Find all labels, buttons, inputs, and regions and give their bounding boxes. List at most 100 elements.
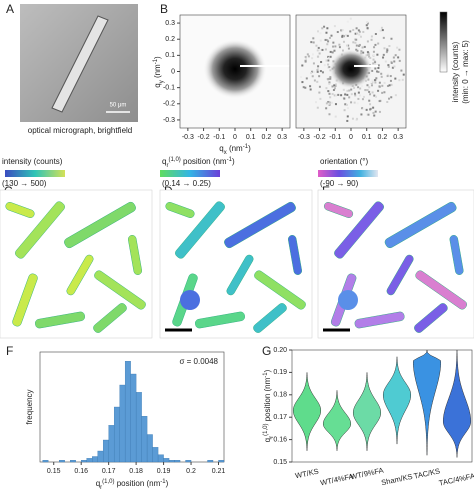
category-label: TAC/4%FA <box>438 471 474 487</box>
fiber <box>195 311 245 329</box>
category-label: TAC/KS <box>413 466 441 480</box>
noise-pixel <box>348 89 351 92</box>
label-part: (nm <box>153 64 162 80</box>
colorbar-range: (min: 0 → max: 5) <box>461 40 470 104</box>
noise-pixel <box>376 70 379 73</box>
label-part: ) <box>263 369 272 372</box>
histogram-bar <box>185 460 192 463</box>
y-tick-label: 0 <box>171 68 175 75</box>
noise-pixel <box>402 73 405 76</box>
x-tick-label: 0.2 <box>378 134 388 141</box>
noise-pixel <box>363 95 366 98</box>
noise-pixel <box>353 92 356 95</box>
noise-pixel <box>324 48 327 51</box>
histogram-bar <box>97 450 104 463</box>
y-tick-label: 0.20 <box>273 347 287 354</box>
noise-pixel <box>394 94 397 97</box>
label-part: position (nm <box>263 377 272 423</box>
label-part: q <box>153 83 162 87</box>
noise-pixel <box>368 99 371 102</box>
violin <box>292 372 322 452</box>
noise-pixel <box>332 88 335 91</box>
label-part: -1 <box>243 144 249 150</box>
noise-pixel <box>376 53 379 56</box>
noise-pixel <box>317 65 320 68</box>
panel-letter: G <box>262 344 271 358</box>
fiber <box>226 254 254 296</box>
noise-pixel <box>318 91 321 94</box>
label-part: y <box>159 80 165 83</box>
violin <box>412 349 442 456</box>
noise-pixel <box>326 27 329 30</box>
caption: optical micrograph, brightfield <box>28 126 133 135</box>
noise-pixel <box>354 38 357 41</box>
x-tick-label: 0.2 <box>262 134 272 141</box>
noise-pixel <box>387 65 390 68</box>
noise-pixel <box>329 96 332 99</box>
noise-pixel <box>313 79 316 82</box>
label-part: q <box>219 144 223 153</box>
noise-pixel <box>307 55 310 58</box>
fiber <box>165 202 195 218</box>
scatter-blob <box>203 39 267 99</box>
noise-pixel <box>352 41 355 44</box>
noise-pixel <box>367 113 370 116</box>
noise-pixel <box>382 53 385 56</box>
histogram-bar <box>108 425 115 463</box>
label-part: (1,0) <box>102 479 114 485</box>
noise-pixel <box>305 77 308 80</box>
noise-pixel <box>330 34 333 37</box>
label-part: (1,0) <box>168 157 180 163</box>
noise-pixel <box>331 85 334 88</box>
noise-pixel <box>391 66 394 69</box>
noise-pixel <box>378 81 381 84</box>
noise-pixel <box>388 97 391 100</box>
noise-pixel <box>400 69 403 72</box>
fiber <box>415 270 467 310</box>
noise-pixel <box>321 71 324 74</box>
noise-pixel <box>378 110 381 113</box>
noise-pixel <box>388 44 391 47</box>
fiber <box>224 201 296 249</box>
noise-pixel <box>328 56 331 59</box>
noise-pixel <box>329 76 332 79</box>
histogram-bar <box>113 406 120 463</box>
noise-pixel <box>349 30 352 33</box>
noise-pixel <box>372 50 375 53</box>
noise-pixel <box>334 103 337 106</box>
noise-pixel <box>342 88 345 91</box>
histogram-bar <box>168 460 175 463</box>
noise-pixel <box>366 84 369 87</box>
noise-pixel <box>310 41 313 44</box>
x-tick-label: -0.2 <box>198 134 210 141</box>
noise-pixel <box>359 87 362 90</box>
noise-pixel <box>398 59 401 62</box>
noise-pixel <box>305 58 308 61</box>
label-part: (1,0) <box>263 424 269 436</box>
fiber <box>175 201 225 259</box>
noise-pixel <box>356 102 359 105</box>
noise-pixel <box>312 62 315 65</box>
x-tick-label: -0.3 <box>182 134 194 141</box>
noise-pixel <box>366 21 369 24</box>
noise-pixel <box>355 27 358 30</box>
noise-pixel <box>374 67 377 70</box>
noise-pixel <box>328 92 331 95</box>
noise-pixel <box>372 106 375 109</box>
noise-pixel <box>372 58 375 61</box>
noise-pixel <box>332 45 335 48</box>
noise-pixel <box>326 39 329 42</box>
fiber <box>128 235 142 275</box>
noise-pixel <box>345 103 348 106</box>
label-part: -1 <box>153 58 159 64</box>
noise-pixel <box>333 25 336 28</box>
violin <box>442 349 472 458</box>
noise-pixel <box>316 69 319 72</box>
noise-pixel <box>310 72 313 75</box>
noise-pixel <box>347 47 350 50</box>
histogram-bar <box>119 384 126 463</box>
y-tick-label: -0.2 <box>163 101 175 108</box>
noise-pixel <box>369 93 372 96</box>
fiber <box>12 273 38 327</box>
noise-pixel <box>371 79 374 82</box>
